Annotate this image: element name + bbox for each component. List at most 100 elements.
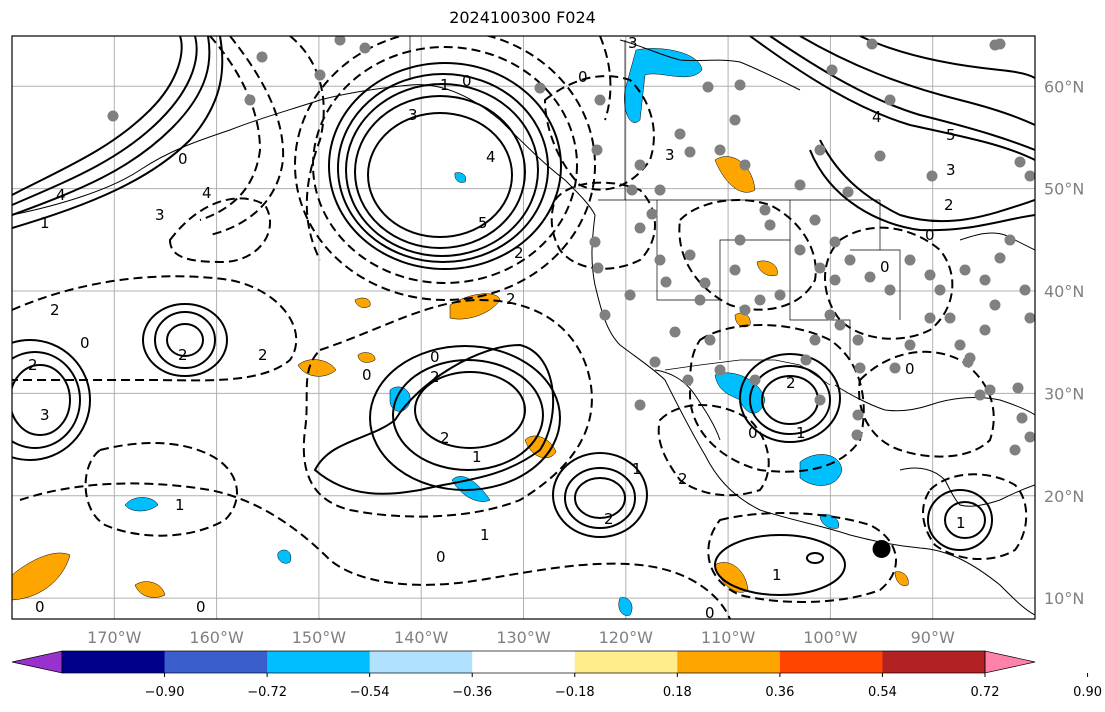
station-dot — [934, 284, 946, 296]
contour-label: 5 — [478, 214, 488, 232]
anomaly-patch-negative — [799, 454, 843, 486]
station-dot — [646, 208, 658, 220]
anomaly-patch-positive — [134, 581, 166, 598]
station-dot — [826, 64, 838, 76]
longitude-label: 110°W — [701, 628, 756, 647]
station-dot — [884, 94, 896, 106]
station-dot — [852, 409, 864, 421]
contour-label: 0 — [880, 258, 890, 276]
contour-label: 1 — [796, 424, 806, 442]
anomaly-patch-positive — [756, 260, 778, 276]
contour-label: 3 — [628, 34, 638, 52]
station-dot — [1012, 382, 1024, 394]
station-dot — [359, 42, 371, 54]
station-dot — [739, 304, 751, 316]
contour-label: 0 — [578, 68, 588, 86]
station-dot — [959, 264, 971, 276]
station-dot — [649, 356, 661, 368]
contour-label: 2 — [28, 356, 38, 374]
contour-label: 2 — [678, 470, 688, 488]
latitude-label: 40°N — [1044, 282, 1084, 301]
contour-label: 2 — [440, 429, 450, 447]
station-dot — [852, 334, 864, 346]
station-dot — [1019, 284, 1031, 296]
contour-label: 3 — [665, 146, 675, 164]
station-dot — [739, 159, 751, 171]
contour-label: 1 — [175, 496, 185, 514]
station-dot — [864, 271, 876, 283]
station-dot — [729, 264, 741, 276]
colorbar-tick-label: 0.72 — [971, 685, 1000, 700]
station-dot — [714, 364, 726, 376]
station-dot — [1024, 312, 1035, 324]
station-dot — [924, 269, 936, 281]
station-dot — [979, 324, 991, 336]
station-dot — [684, 249, 696, 261]
map-title: 2024100300 F024 — [449, 8, 596, 27]
latitude-labels: 10°N 20°N 30°N 40°N 50°N 60°N — [1044, 77, 1084, 608]
station-dot — [684, 146, 696, 158]
anomaly-patch-positive — [12, 552, 71, 601]
station-dot — [674, 128, 686, 140]
longitude-label: 140°W — [394, 628, 449, 647]
station-dot — [694, 294, 706, 306]
storm-marker — [872, 539, 891, 558]
station-dot — [989, 39, 1001, 51]
contour-label: 2 — [506, 290, 516, 308]
station-dot — [764, 219, 776, 231]
colorbar-segment — [677, 651, 781, 673]
station-dot — [534, 82, 546, 94]
latitude-label: 10°N — [1044, 589, 1084, 608]
map-border — [11, 35, 1036, 620]
colorbar-segment — [882, 651, 986, 673]
colorbar-tick-label: −0.72 — [247, 685, 287, 700]
colorbar — [11, 650, 1036, 674]
contour-label: 4 — [202, 184, 212, 202]
contour-label: 3 — [40, 406, 50, 424]
colorbar-segment — [574, 651, 678, 673]
station-dot — [829, 274, 841, 286]
station-dot — [814, 394, 826, 406]
station-dot — [824, 309, 836, 321]
contour-label: 1 — [40, 214, 50, 232]
colorbar-tick-label: −0.18 — [555, 685, 595, 700]
station-dot — [734, 234, 746, 246]
station-dot — [904, 254, 916, 266]
station-dot — [1024, 431, 1035, 443]
station-dot — [1009, 444, 1021, 456]
station-dot — [889, 362, 901, 374]
contour-label: 5 — [946, 126, 956, 144]
colorbar-segment — [369, 651, 473, 673]
colorbar-segment — [267, 651, 371, 673]
station-dot — [809, 214, 821, 226]
colorbar-tick-label: 0.90 — [1073, 685, 1102, 700]
longitude-label: 130°W — [496, 628, 551, 647]
station-dot — [729, 114, 741, 126]
station-dot — [954, 339, 966, 351]
station-dot — [1014, 156, 1026, 168]
station-dot — [594, 94, 606, 106]
station-dot — [962, 356, 974, 368]
station-dot — [844, 254, 856, 266]
contour-label: 1 — [956, 514, 966, 532]
station-dot — [654, 254, 666, 266]
colorbar-segment — [62, 651, 166, 673]
longitude-label: 100°W — [803, 628, 858, 647]
station-dot — [754, 294, 766, 306]
station-dot — [1016, 412, 1028, 424]
contour-label: 2 — [786, 374, 796, 392]
contour-label: 2 — [50, 301, 60, 319]
contour-label: 4 — [486, 148, 496, 166]
longitude-label: 150°W — [292, 628, 347, 647]
station-dot — [809, 334, 821, 346]
station-dot — [654, 184, 666, 196]
colorbar-tick-label: 0.36 — [765, 685, 794, 700]
station-dot — [599, 309, 611, 321]
station-dot — [851, 429, 863, 441]
station-dot — [660, 276, 672, 288]
station-dot — [714, 144, 726, 156]
contour-label: 0 — [80, 334, 90, 352]
anomaly-patch-negative — [454, 172, 466, 183]
solid-contours — [12, 36, 1035, 596]
